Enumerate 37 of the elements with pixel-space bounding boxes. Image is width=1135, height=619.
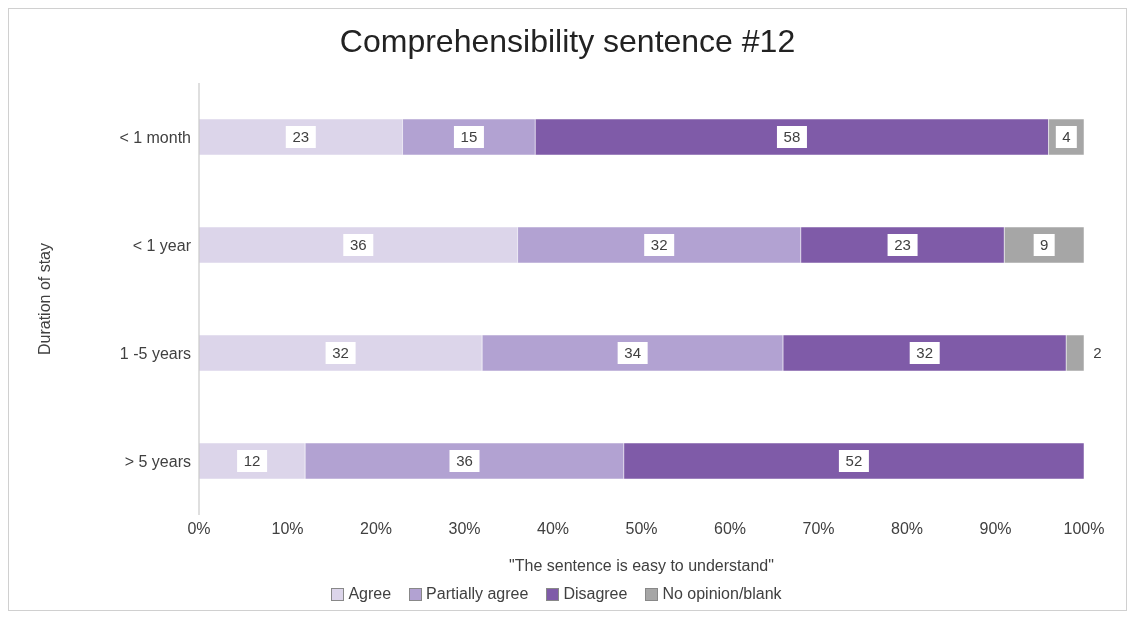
data-label: 36 xyxy=(349,236,367,253)
y-tick-label: < 1 month xyxy=(119,128,191,146)
x-tick-label: 0% xyxy=(187,520,211,538)
data-label: 23 xyxy=(292,128,310,145)
x-tick-label: 30% xyxy=(448,520,481,538)
data-label: 15 xyxy=(460,128,478,145)
data-label: 34 xyxy=(624,344,641,361)
data-label: 2 xyxy=(1093,344,1102,361)
x-tick-label: 20% xyxy=(359,520,393,538)
x-tick-label: 90% xyxy=(979,520,1012,538)
x-tick-label: 80% xyxy=(890,520,924,538)
data-label: 36 xyxy=(456,452,473,469)
y-tick-label: > 5 years xyxy=(124,452,191,470)
legend-label: Agree xyxy=(348,585,392,603)
x-tick-label: 60% xyxy=(713,520,747,538)
chart-title: Comprehensibility sentence #12 xyxy=(338,22,797,61)
data-label: 58 xyxy=(783,128,801,145)
x-tick-label: 70% xyxy=(802,520,835,538)
data-label: 32 xyxy=(332,344,349,361)
data-label: 4 xyxy=(1062,128,1071,145)
x-tick-label: 100% xyxy=(1063,520,1105,538)
data-label: 32 xyxy=(650,236,668,253)
x-tick-label: 50% xyxy=(625,520,658,538)
legend-label: No opinion/blank xyxy=(662,585,782,603)
y-axis-title: Duration of stay xyxy=(35,242,53,356)
legend-label: Partially agree xyxy=(426,585,529,603)
y-tick-label: 1 -5 years xyxy=(119,344,191,362)
x-tick-label: 10% xyxy=(271,520,304,538)
data-label: 52 xyxy=(845,452,863,469)
y-tick-label: < 1 year xyxy=(132,236,192,254)
data-label: 9 xyxy=(1040,236,1049,253)
data-label: 12 xyxy=(243,452,261,469)
x-axis-title: "The sentence is easy to understand" xyxy=(509,557,774,574)
legend-label: Disagree xyxy=(563,585,628,603)
x-tick-label: 40% xyxy=(536,520,570,538)
data-label: 32 xyxy=(916,344,934,361)
data-label: 23 xyxy=(894,236,911,253)
